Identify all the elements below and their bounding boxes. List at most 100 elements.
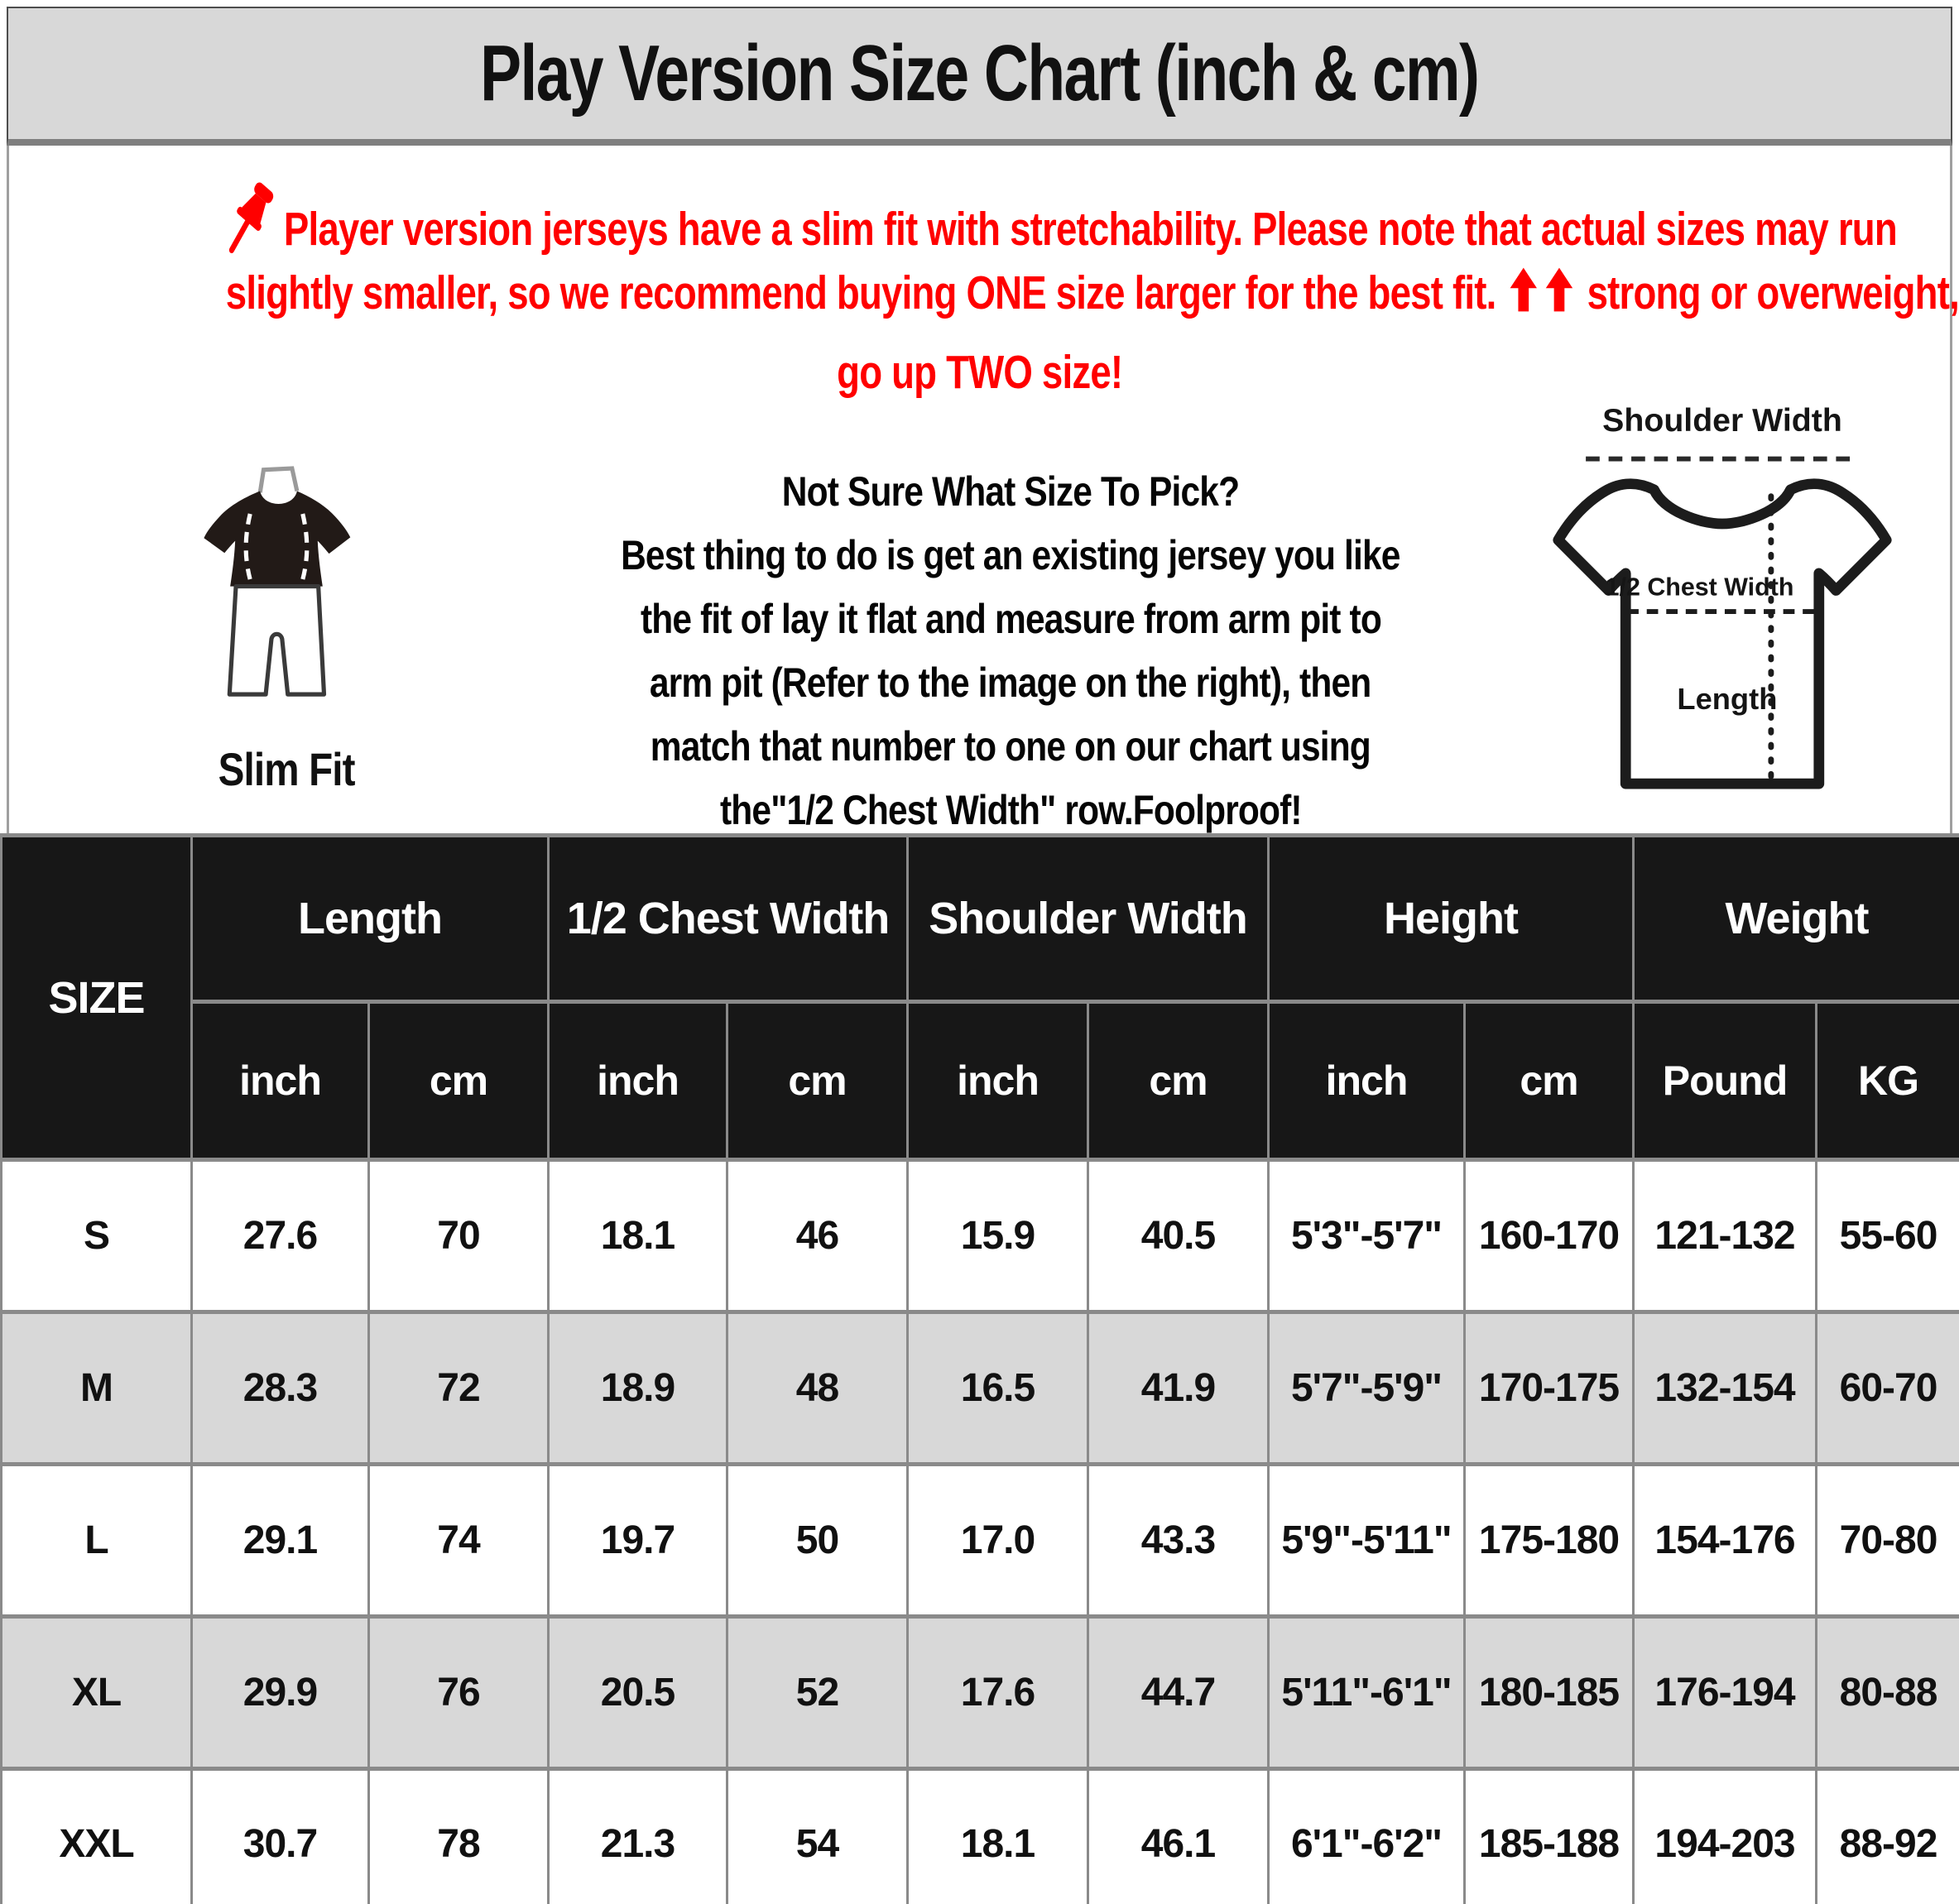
table-header-group-row: SIZE Length 1/2 Chest Width Shoulder Wid…: [0, 833, 1959, 1162]
slim-fit-label: Slim Fit: [218, 743, 355, 795]
data-cell: 50: [726, 1462, 909, 1619]
data-cell: 41.9: [1087, 1310, 1270, 1466]
slim-fit-icon: [204, 466, 351, 697]
subcol-length-inch: inch: [190, 1000, 370, 1162]
subcol-shoulder-inch: inch: [906, 1000, 1089, 1162]
table-row: M 28.3 72 18.9 48 16.5 41.9 5'7"-5'9" 17…: [0, 1310, 1959, 1466]
data-cell: 5'3"-5'7": [1267, 1158, 1466, 1314]
data-cell: 18.1: [547, 1158, 728, 1314]
size-cell: S: [0, 1158, 193, 1314]
col-group-weight: Weight: [1631, 833, 1959, 1004]
fit-warning-line2: slightly smaller, so we recommend buying…: [9, 253, 1959, 333]
guide-line: Best thing to do is get an existing jers…: [621, 532, 1400, 578]
data-cell: 176-194: [1632, 1614, 1817, 1771]
data-cell: 160-170: [1463, 1158, 1635, 1314]
col-group-length: Length: [190, 833, 550, 1004]
data-cell: 21.3: [547, 1767, 728, 1904]
data-cell: 175-180: [1463, 1462, 1635, 1619]
size-cell: XXL: [0, 1767, 193, 1904]
size-guide-text: Not Sure What Size To Pick? Best thing t…: [522, 460, 1499, 842]
table-row: L 29.1 74 19.7 50 17.0 43.3 5'9"-5'11" 1…: [0, 1462, 1959, 1619]
data-cell: 46.1: [1087, 1767, 1270, 1904]
table-row: S 27.6 70 18.1 46 15.9 40.5 5'3"-5'7" 16…: [0, 1158, 1959, 1314]
data-cell: 30.7: [190, 1767, 370, 1904]
data-cell: 76: [367, 1614, 550, 1771]
col-group-shoulder-width: Shoulder Width: [906, 833, 1270, 1004]
table-row: XXL 30.7 78 21.3 54 18.1 46.1 6'1"-6'2" …: [0, 1767, 1959, 1904]
table-header-sub-row: inch cm inch cm inch cm inch cm Pound KG: [2, 1000, 1959, 1162]
subcol-chest-cm: cm: [726, 1000, 909, 1162]
col-group-chest-width: 1/2 Chest Width: [547, 833, 909, 1004]
data-cell: 18.9: [547, 1310, 728, 1466]
fit-warning-text3: go up TWO size!: [836, 346, 1123, 399]
data-cell: 20.5: [547, 1614, 728, 1771]
col-group-height: Height: [1267, 833, 1635, 1004]
data-cell: 48: [726, 1310, 909, 1466]
title-banner: Play Version Size Chart (inch & cm): [7, 7, 1952, 146]
data-cell: 70-80: [1814, 1462, 1959, 1619]
data-cell: 121-132: [1632, 1158, 1817, 1314]
data-cell: 17.6: [906, 1614, 1089, 1771]
fit-warning-text1: Player version jerseys have a slim fit w…: [283, 203, 1898, 256]
guide-line: match that number to one on our chart us…: [650, 723, 1371, 770]
data-cell: 5'11"-6'1": [1267, 1614, 1466, 1771]
size-cell: M: [0, 1310, 193, 1466]
data-cell: 5'7"-5'9": [1267, 1310, 1466, 1466]
data-cell: 19.7: [547, 1462, 728, 1619]
data-cell: 78: [367, 1767, 550, 1904]
fit-warning-text2a: slightly smaller, so we recommend buying…: [225, 266, 1496, 319]
data-cell: 5'9"-5'11": [1267, 1462, 1466, 1619]
subcol-shoulder-cm: cm: [1087, 1000, 1270, 1162]
data-cell: 44.7: [1087, 1614, 1270, 1771]
upper-content-box: Player version jerseys have a slim fit w…: [7, 146, 1959, 833]
fit-warning-line3: go up TWO size!: [9, 333, 1950, 412]
data-cell: 180-185: [1463, 1614, 1635, 1771]
up-arrow-icon: [1545, 267, 1573, 312]
guide-line: Not Sure What Size To Pick?: [781, 468, 1240, 515]
data-cell: 132-154: [1632, 1310, 1817, 1466]
subcol-weight-pound: Pound: [1632, 1000, 1817, 1162]
col-header-size: SIZE: [0, 833, 193, 1162]
data-cell: 60-70: [1814, 1310, 1959, 1466]
data-cell: 28.3: [190, 1310, 370, 1466]
data-cell: 194-203: [1632, 1767, 1817, 1904]
guide-line: the fit of lay it flat and measure from …: [640, 596, 1382, 642]
data-cell: 40.5: [1087, 1158, 1270, 1314]
tshirt-diagram-icon: Shoulder Width 1/2 Chest Width Length: [1553, 402, 1892, 789]
size-table: SIZE Length 1/2 Chest Width Shoulder Wid…: [0, 833, 1959, 1904]
data-cell: 80-88: [1814, 1614, 1959, 1771]
size-cell: XL: [0, 1614, 193, 1771]
table-row: XL 29.9 76 20.5 52 17.6 44.7 5'11"-6'1" …: [0, 1614, 1959, 1771]
page-title: Play Version Size Chart (inch & cm): [480, 29, 1480, 118]
data-cell: 29.1: [190, 1462, 370, 1619]
data-cell: 29.9: [190, 1614, 370, 1771]
data-cell: 18.1: [906, 1767, 1089, 1904]
subcol-height-cm: cm: [1463, 1000, 1635, 1162]
fit-warning-text2b: strong or overweight,: [1587, 266, 1959, 319]
guide-line: arm pit (Refer to the image on the right…: [650, 659, 1371, 706]
data-cell: 16.5: [906, 1310, 1089, 1466]
data-cell: 88-92: [1814, 1767, 1959, 1904]
subcol-chest-inch: inch: [547, 1000, 728, 1162]
data-cell: 185-188: [1463, 1767, 1635, 1904]
data-cell: 6'1"-6'2": [1267, 1767, 1466, 1904]
data-cell: 43.3: [1087, 1462, 1270, 1619]
data-cell: 72: [367, 1310, 550, 1466]
data-cell: 55-60: [1814, 1158, 1959, 1314]
data-cell: 15.9: [906, 1158, 1089, 1314]
data-cell: 52: [726, 1614, 909, 1771]
slim-fit-figure: Slim Fit: [166, 458, 406, 796]
data-cell: 54: [726, 1767, 909, 1904]
data-cell: 70: [367, 1158, 550, 1314]
data-cell: 154-176: [1632, 1462, 1817, 1619]
data-cell: 170-175: [1463, 1310, 1635, 1466]
guide-line: the"1/2 Chest Width" row.Foolproof!: [719, 787, 1303, 833]
size-cell: L: [0, 1462, 193, 1619]
data-cell: 74: [367, 1462, 550, 1619]
pushpin-icon: [228, 182, 274, 254]
data-cell: 17.0: [906, 1462, 1089, 1619]
data-cell: 27.6: [190, 1158, 370, 1314]
subcol-weight-kg: KG: [1814, 1000, 1959, 1162]
subcol-height-inch: inch: [1267, 1000, 1466, 1162]
